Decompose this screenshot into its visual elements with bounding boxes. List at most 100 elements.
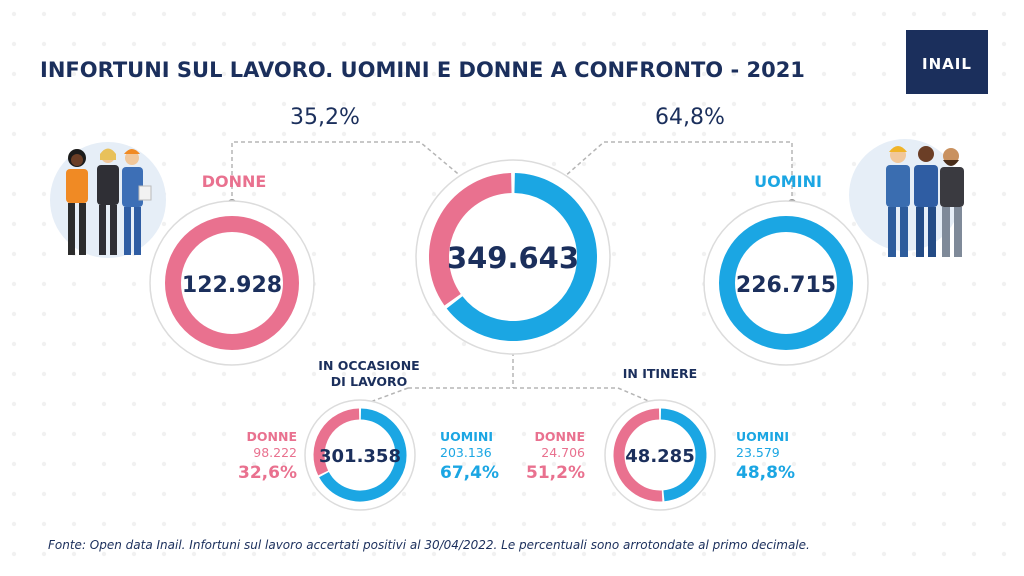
background-dot bbox=[761, 71, 767, 77]
background-dot bbox=[461, 371, 467, 377]
background-dot bbox=[911, 131, 917, 137]
background-dot bbox=[821, 71, 827, 77]
background-dot bbox=[581, 71, 587, 77]
background-dot bbox=[761, 41, 767, 47]
background-dot bbox=[41, 221, 47, 227]
background-dot bbox=[1001, 521, 1007, 527]
background-dot bbox=[671, 131, 677, 137]
background-dot bbox=[11, 371, 17, 377]
background-dot bbox=[611, 521, 617, 527]
background-dot bbox=[101, 491, 107, 497]
background-dot bbox=[581, 551, 587, 557]
background-dot bbox=[221, 461, 227, 467]
background-dot bbox=[851, 401, 857, 407]
background-dot bbox=[341, 371, 347, 377]
background-dot bbox=[161, 101, 167, 107]
background-dot bbox=[371, 311, 377, 317]
background-dot bbox=[941, 431, 947, 437]
background-dot bbox=[11, 341, 17, 347]
background-dot bbox=[11, 401, 17, 407]
background-dot bbox=[911, 491, 917, 497]
background-dot bbox=[311, 191, 317, 197]
background-dot bbox=[941, 521, 947, 527]
background-dot bbox=[281, 431, 287, 437]
occasione-donne-value: 98.222 bbox=[253, 445, 297, 460]
background-dot bbox=[641, 311, 647, 317]
background-dot bbox=[491, 431, 497, 437]
background-dot bbox=[101, 131, 107, 137]
background-dot bbox=[671, 41, 677, 47]
background-dot bbox=[71, 11, 77, 17]
background-dot bbox=[491, 41, 497, 47]
background-dot bbox=[1001, 461, 1007, 467]
background-dot bbox=[641, 551, 647, 557]
background-dot bbox=[1001, 281, 1007, 287]
donut-totale: 349.643 bbox=[415, 159, 611, 355]
background-dot bbox=[191, 191, 197, 197]
background-dot bbox=[581, 161, 587, 167]
background-dot bbox=[671, 251, 677, 257]
background-dot bbox=[731, 101, 737, 107]
background-dot bbox=[521, 461, 527, 467]
background-dot bbox=[671, 371, 677, 377]
background-dot bbox=[821, 191, 827, 197]
background-dot bbox=[581, 371, 587, 377]
occasione-uomini-value: 203.136 bbox=[440, 445, 492, 460]
background-dot bbox=[971, 191, 977, 197]
background-dot bbox=[131, 281, 137, 287]
background-dot bbox=[1001, 371, 1007, 377]
background-dot bbox=[941, 491, 947, 497]
background-dot bbox=[611, 311, 617, 317]
background-dot bbox=[791, 191, 797, 197]
background-dot bbox=[401, 41, 407, 47]
value-donne-total: 122.928 bbox=[182, 273, 282, 298]
background-dot bbox=[161, 401, 167, 407]
background-dot bbox=[41, 191, 47, 197]
background-dot bbox=[611, 281, 617, 287]
background-dot bbox=[251, 551, 257, 557]
background-dot bbox=[881, 521, 887, 527]
ring-uomini: 226.715 bbox=[703, 200, 869, 366]
background-dot bbox=[311, 71, 317, 77]
background-dot bbox=[41, 521, 47, 527]
background-dot bbox=[611, 161, 617, 167]
background-dot bbox=[431, 551, 437, 557]
background-dot bbox=[341, 131, 347, 137]
donut-occasione-slices bbox=[313, 408, 407, 502]
background-dot bbox=[671, 161, 677, 167]
background-dot bbox=[521, 41, 527, 47]
background-dot bbox=[761, 161, 767, 167]
itinere-donne-label: DONNE bbox=[535, 429, 585, 444]
background-dot bbox=[371, 221, 377, 227]
background-dot bbox=[371, 161, 377, 167]
background-dot bbox=[701, 521, 707, 527]
background-dot bbox=[191, 101, 197, 107]
background-dot bbox=[671, 311, 677, 317]
background-dot bbox=[341, 521, 347, 527]
background-dot bbox=[791, 521, 797, 527]
background-dot bbox=[641, 281, 647, 287]
background-dot bbox=[821, 401, 827, 407]
background-dot bbox=[761, 521, 767, 527]
background-dot bbox=[671, 281, 677, 287]
background-dot bbox=[641, 131, 647, 137]
background-dot bbox=[71, 101, 77, 107]
background-dot bbox=[791, 401, 797, 407]
background-dot bbox=[431, 431, 437, 437]
background-dot bbox=[611, 491, 617, 497]
background-dot bbox=[341, 551, 347, 557]
background-dot bbox=[521, 401, 527, 407]
background-dot bbox=[911, 251, 917, 257]
background-dot bbox=[941, 461, 947, 467]
background-dot bbox=[881, 491, 887, 497]
background-dot bbox=[371, 251, 377, 257]
background-dot bbox=[431, 11, 437, 17]
background-dot bbox=[401, 521, 407, 527]
background-dot bbox=[791, 491, 797, 497]
background-dot bbox=[521, 371, 527, 377]
background-dot bbox=[371, 71, 377, 77]
background-dot bbox=[221, 101, 227, 107]
itinere-donne-block: DONNE 24.706 51,2% bbox=[526, 429, 585, 483]
label-uomini: UOMINI bbox=[754, 172, 822, 191]
